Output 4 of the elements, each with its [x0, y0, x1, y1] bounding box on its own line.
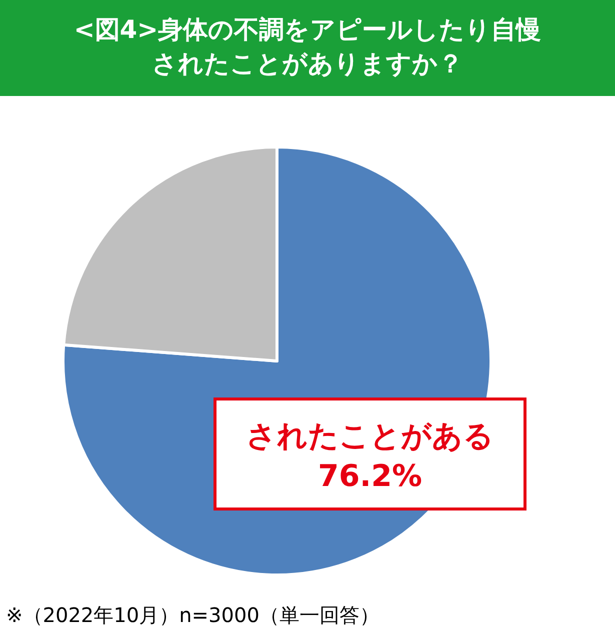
- slice-label: されたことがある: [246, 419, 494, 454]
- chart-title: <図4>身体の不調をアピールしたり自慢されたことがありますか？: [74, 15, 542, 78]
- data-label: 76.2%: [318, 459, 422, 494]
- text: ※（2022年10月）n=3000（単一回答）: [6, 603, 380, 627]
